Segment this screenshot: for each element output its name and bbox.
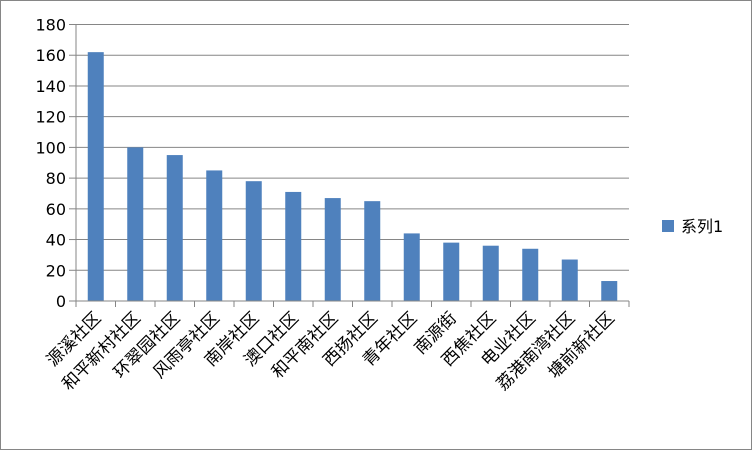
bar xyxy=(324,198,341,301)
legend-label: 系列1 xyxy=(681,217,723,236)
y-tick-label: 140 xyxy=(35,77,66,96)
y-tick-label: 40 xyxy=(46,231,66,250)
bar xyxy=(561,259,578,301)
bar xyxy=(601,281,618,301)
bar xyxy=(285,191,302,301)
bar xyxy=(443,242,460,301)
y-tick-label: 120 xyxy=(35,108,66,127)
bar xyxy=(522,248,539,301)
y-tick-label: 100 xyxy=(35,138,66,157)
bar xyxy=(403,233,420,301)
legend-swatch xyxy=(662,220,674,232)
y-tick-label: 60 xyxy=(46,200,66,219)
y-tick-label: 180 xyxy=(35,16,66,35)
bar xyxy=(166,155,183,301)
y-tick-label: 20 xyxy=(46,261,66,280)
bar xyxy=(364,201,381,301)
bar xyxy=(127,147,144,301)
y-tick-label: 160 xyxy=(35,46,66,65)
bar xyxy=(482,245,499,301)
y-tick-label: 0 xyxy=(56,292,66,311)
bar xyxy=(87,52,104,302)
legend: 系列1 xyxy=(662,217,723,236)
bar xyxy=(206,170,223,301)
y-tick-label: 80 xyxy=(46,169,66,188)
bar xyxy=(245,181,262,301)
